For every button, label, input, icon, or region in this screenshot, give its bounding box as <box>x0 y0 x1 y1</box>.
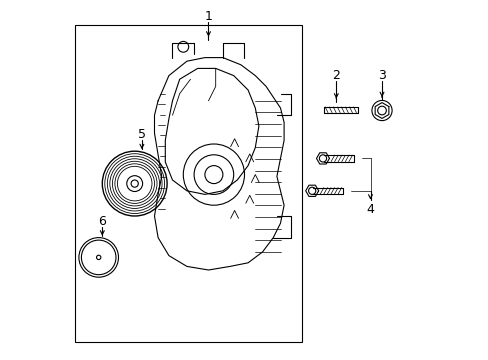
Text: 6: 6 <box>98 215 106 228</box>
Text: 1: 1 <box>204 10 212 23</box>
Text: 2: 2 <box>332 69 340 82</box>
Text: 4: 4 <box>366 203 374 216</box>
Text: 5: 5 <box>138 129 145 141</box>
Bar <box>75 25 302 342</box>
Text: 3: 3 <box>377 69 385 82</box>
